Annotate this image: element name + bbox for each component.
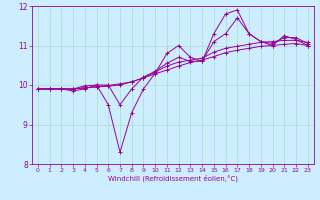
X-axis label: Windchill (Refroidissement éolien,°C): Windchill (Refroidissement éolien,°C) <box>108 175 238 182</box>
